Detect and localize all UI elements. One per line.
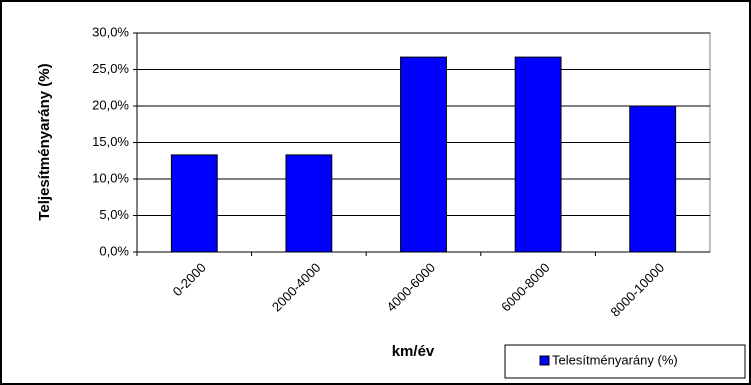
bar xyxy=(629,105,677,253)
x-axis-label: km/év xyxy=(392,343,435,360)
bar xyxy=(170,154,218,253)
y-tick-label: 0,0% xyxy=(99,243,129,258)
y-axis-label: Teljesítményarány (%) xyxy=(36,63,53,220)
y-tick-label: 10,0% xyxy=(92,170,129,185)
y-tick-label: 20,0% xyxy=(92,97,129,112)
bar xyxy=(400,56,447,253)
y-tick-label: 15,0% xyxy=(92,134,129,149)
bar xyxy=(514,56,562,253)
bar xyxy=(285,154,333,253)
legend-label: Telesítményarány (%) xyxy=(552,352,678,367)
y-tick-label: 25,0% xyxy=(92,61,129,76)
y-tick-label: 5,0% xyxy=(99,207,129,222)
legend-swatch xyxy=(539,355,550,366)
y-tick-label: 30,0% xyxy=(92,24,129,39)
